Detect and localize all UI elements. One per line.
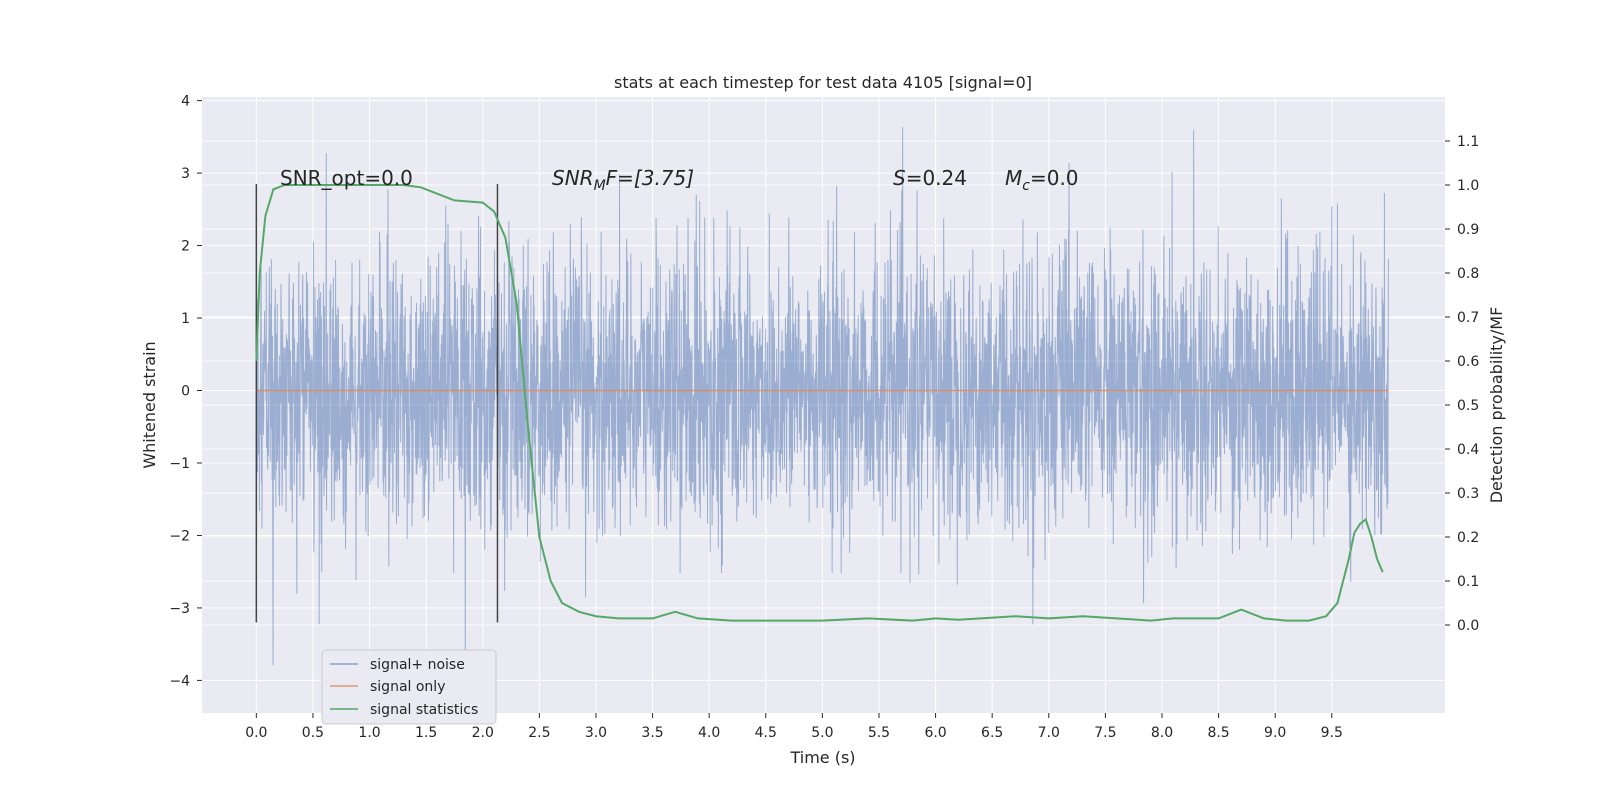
x-tick-label: 2.0 xyxy=(472,725,494,741)
x-axis-ticks: 0.0 0.5 1.0 1.5 2.0 2.5 3.0 3.5 4.0 4.5 5.0 5.5 6.0 6… xyxy=(245,713,1343,741)
y-left-axis-ticks: 4 3 2 1 0 −1 −2 −3 −4 xyxy=(169,94,202,689)
x-tick-label: 3.0 xyxy=(585,725,607,741)
y-left-tick-label: 3 xyxy=(181,166,190,182)
y-right-tick-label: 0.1 xyxy=(1457,574,1479,590)
x-tick-label: 6.5 xyxy=(981,725,1003,741)
signal-noise-series xyxy=(255,127,1389,685)
y-right-axis-label: Detection probability/MF xyxy=(1487,307,1506,504)
legend-label-signal-only: signal only xyxy=(370,679,445,695)
y-left-tick-label: −4 xyxy=(169,673,190,689)
x-tick-label: 5.0 xyxy=(811,725,833,741)
x-tick-label: 3.5 xyxy=(641,725,663,741)
legend: signal+ noise signal only signal statist… xyxy=(321,649,497,725)
x-tick-label: 7.0 xyxy=(1038,725,1060,741)
annotation-snr-mf: SNRMF=[3.75] xyxy=(552,166,694,194)
signal-noise-line xyxy=(255,127,1389,685)
legend-label-signal-noise: signal+ noise xyxy=(370,657,465,673)
x-tick-label: 6.0 xyxy=(924,725,946,741)
y-right-tick-label: 0.7 xyxy=(1457,310,1479,326)
y-left-tick-label: 2 xyxy=(181,239,190,255)
x-tick-label: 1.5 xyxy=(415,725,437,741)
y-right-tick-label: 1.1 xyxy=(1457,134,1479,150)
y-right-axis-ticks: 1.1 1.0 0.9 0.8 0.7 0.6 0.5 0.4 0.3 0.2 0.1 0.0 xyxy=(1445,134,1479,634)
y-right-tick-label: 0.9 xyxy=(1457,222,1479,238)
x-tick-label: 9.5 xyxy=(1321,725,1343,741)
annotation-snr-opt: SNR_opt=0.0 xyxy=(280,166,413,190)
y-right-tick-label: 0.8 xyxy=(1457,266,1479,282)
x-tick-label: 2.5 xyxy=(528,725,550,741)
x-tick-label: 5.5 xyxy=(868,725,890,741)
y-right-tick-label: 0.2 xyxy=(1457,530,1479,546)
x-tick-label: 8.0 xyxy=(1151,725,1173,741)
y-left-tick-label: −1 xyxy=(169,456,190,472)
x-tick-label: 4.0 xyxy=(698,725,720,741)
x-tick-label: 1.0 xyxy=(358,725,380,741)
x-tick-label: 4.5 xyxy=(755,725,777,741)
y-right-tick-label: 0.0 xyxy=(1457,618,1479,634)
y-right-tick-label: 0.4 xyxy=(1457,442,1479,458)
signal-statistics-series xyxy=(255,184,1384,622)
y-right-tick-label: 1.0 xyxy=(1457,178,1479,194)
y-left-tick-label: 1 xyxy=(181,311,190,327)
legend-label-signal-statistics: signal statistics xyxy=(370,702,478,718)
chart-title: stats at each timestep for test data 410… xyxy=(614,73,1032,92)
y-left-tick-label: 0 xyxy=(181,384,190,400)
signal-statistics-line xyxy=(255,184,1384,622)
y-right-tick-label: 0.6 xyxy=(1457,354,1479,370)
x-tick-label: 0.5 xyxy=(302,725,324,741)
x-tick-label: 0.0 xyxy=(245,725,267,741)
y-right-tick-label: 0.3 xyxy=(1457,486,1479,502)
x-tick-label: 8.5 xyxy=(1207,725,1229,741)
legend-box xyxy=(321,649,497,725)
y-left-tick-label: −3 xyxy=(169,601,190,617)
y-right-tick-label: 0.5 xyxy=(1457,398,1479,414)
y-left-tick-label: 4 xyxy=(181,94,190,110)
y-left-axis-label: Whitened strain xyxy=(140,341,159,468)
annotation-mc: Mc=0.0 xyxy=(1005,166,1079,194)
x-axis-label: Time (s) xyxy=(789,748,855,767)
x-tick-label: 9.0 xyxy=(1264,725,1286,741)
vertical-markers xyxy=(255,183,499,623)
y-left-tick-label: −2 xyxy=(169,528,190,544)
x-tick-label: 7.5 xyxy=(1094,725,1116,741)
annotation-s: S=0.24 xyxy=(893,166,967,190)
